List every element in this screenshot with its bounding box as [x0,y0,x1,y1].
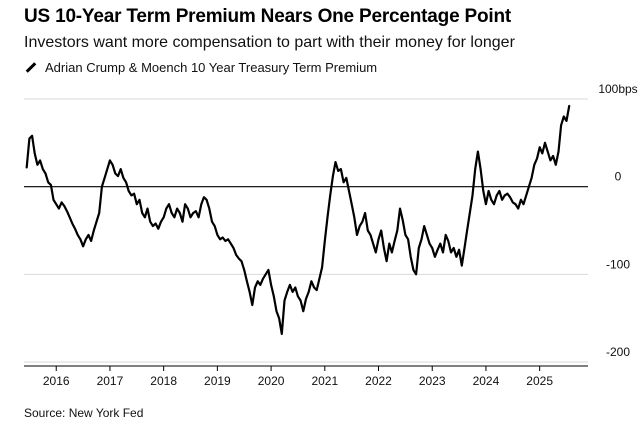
x-tick-label: 2020 [258,374,285,388]
y-tick-label: -100 [606,257,630,271]
grid [24,98,588,363]
x-tick-label: 2024 [473,374,500,388]
x-tick-label: 2023 [419,374,446,388]
series-layer [25,104,571,335]
chart-subtitle: Investors want more compensation to part… [24,34,515,51]
x-tick-label: 2016 [43,374,70,388]
source-note: Source: New York Fed [24,406,144,420]
y-tick-label: 100bps [598,82,637,96]
y-tick-label: -200 [606,345,630,359]
x-tick-label: 2022 [365,374,392,388]
x-tick-label: 2021 [311,374,338,388]
series-line-term-premium [25,104,571,335]
y-tick-label: 0 [615,170,622,184]
legend: Adrian Crump & Moench 10 Year Treasury T… [24,60,377,75]
x-tick-label: 2018 [150,374,177,388]
x-tick-label: 2025 [526,374,553,388]
legend-label: Adrian Crump & Moench 10 Year Treasury T… [45,60,378,75]
chart-title: US 10-Year Term Premium Nears One Percen… [24,6,512,27]
y-axis-labels: 100bps 0 -100 -200 [598,82,637,359]
x-axis: 2016 2017 2018 2019 2020 2021 2022 2023 2024 2025 [24,365,588,388]
x-tick-label: 2019 [204,374,231,388]
x-tick-label: 2017 [97,374,124,388]
